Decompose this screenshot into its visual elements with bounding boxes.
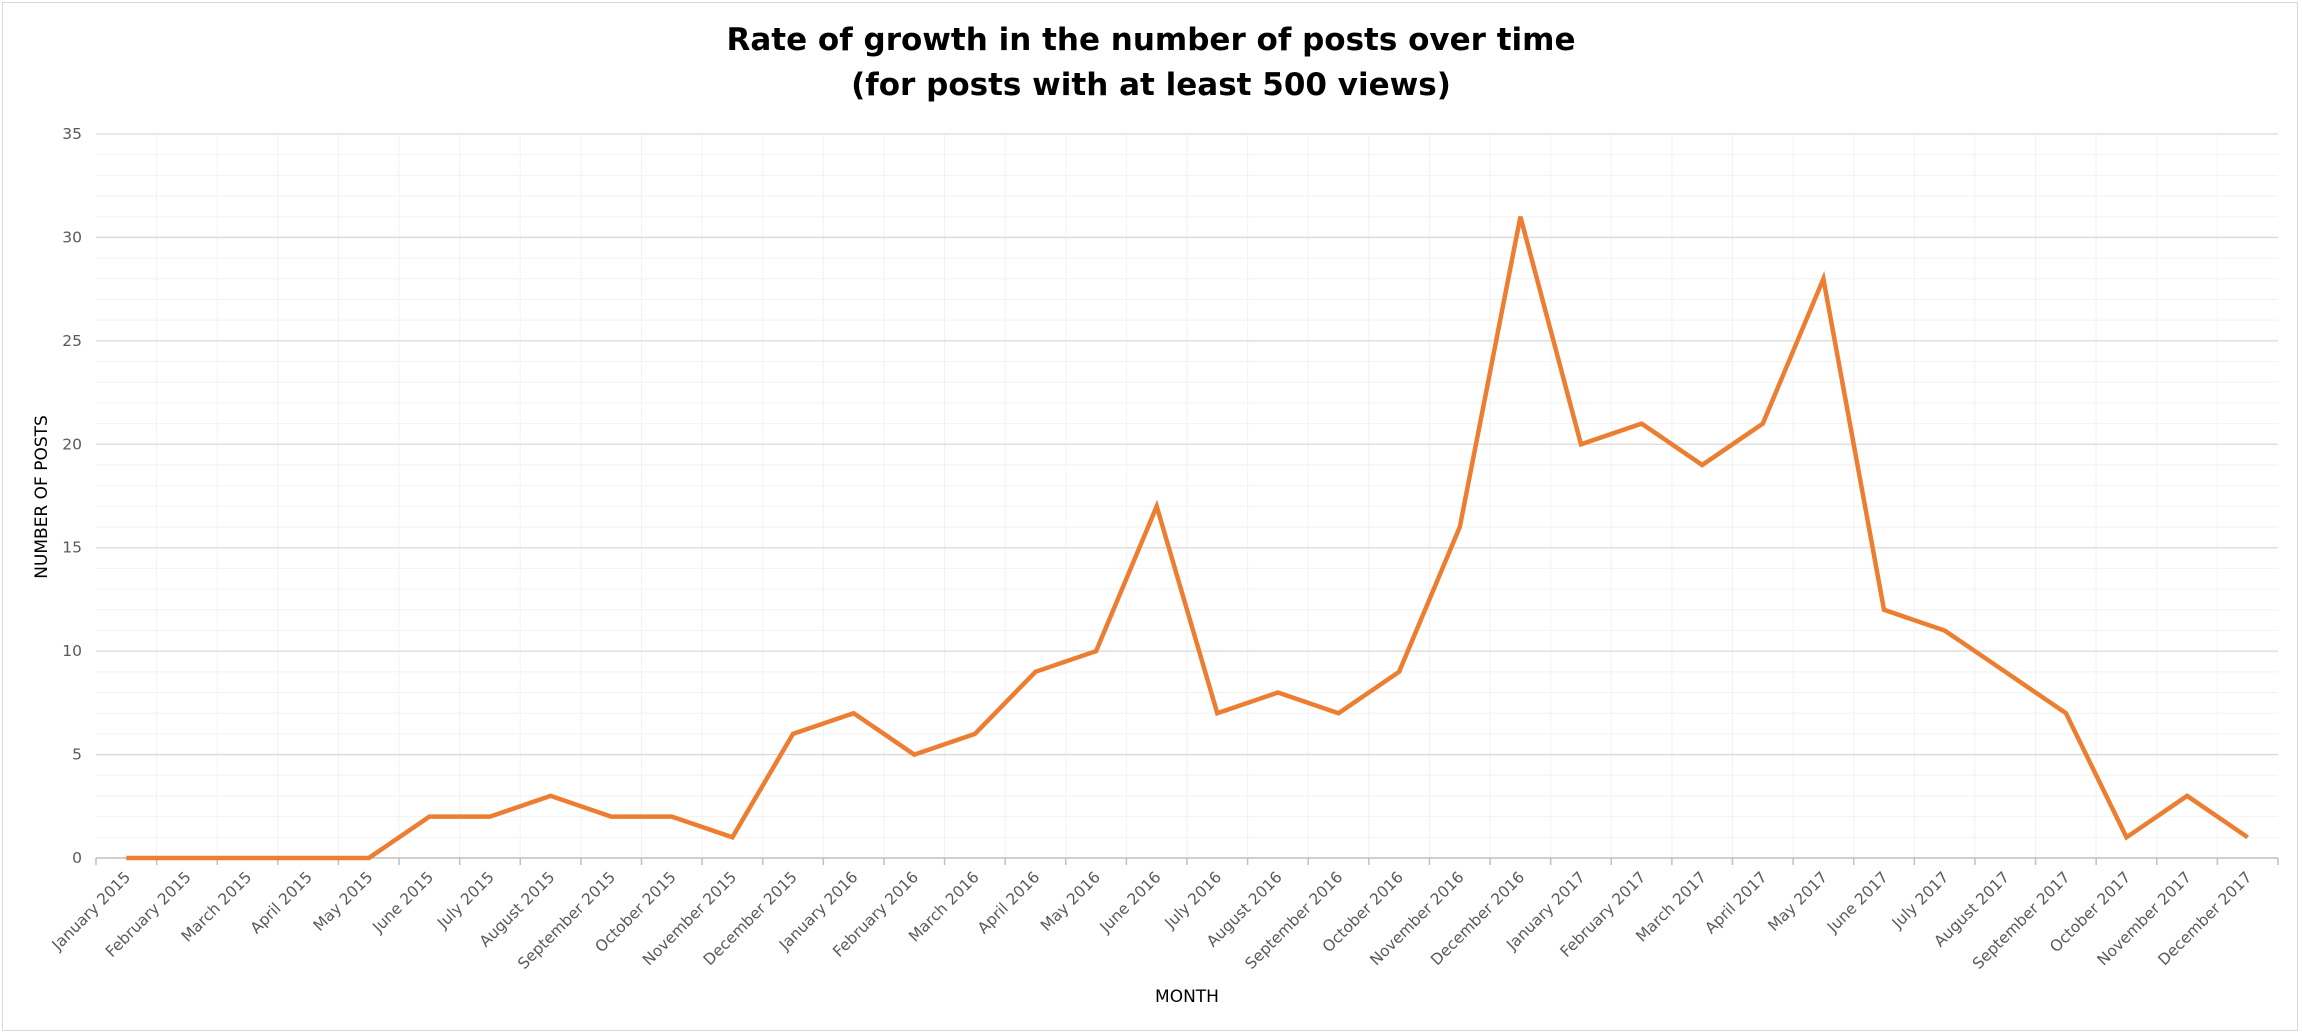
x-tick-label: May 2017 bbox=[1764, 868, 1831, 935]
data-point bbox=[427, 815, 431, 819]
data-point bbox=[912, 753, 916, 757]
x-tick-label: May 2015 bbox=[310, 868, 377, 935]
y-tick-label: 25 bbox=[62, 332, 82, 350]
data-point bbox=[2246, 835, 2250, 839]
x-axis bbox=[95, 857, 2279, 865]
chart-title: Rate of growth in the number of posts ov… bbox=[0, 18, 2302, 108]
data-point bbox=[2003, 670, 2007, 674]
data-point bbox=[1155, 504, 1159, 508]
data-point bbox=[2124, 835, 2128, 839]
data-point bbox=[1033, 670, 1037, 674]
x-tick-label: June 2015 bbox=[369, 868, 438, 937]
x-tick-label: May 2016 bbox=[1037, 868, 1104, 935]
data-point bbox=[1518, 215, 1522, 219]
x-tick-label: July 2017 bbox=[1888, 868, 1953, 933]
data-point bbox=[124, 856, 128, 860]
y-axis-title: NUMBER OF POSTS bbox=[32, 415, 52, 579]
x-tick-label: July 2016 bbox=[1161, 868, 1226, 933]
data-point bbox=[1640, 422, 1644, 426]
y-tick-label: 0 bbox=[72, 849, 82, 867]
data-point bbox=[1700, 463, 1704, 467]
y-tick-label: 35 bbox=[62, 125, 82, 143]
chart-title-line-1: Rate of growth in the number of posts ov… bbox=[726, 22, 1576, 58]
data-point bbox=[1458, 525, 1462, 529]
data-point bbox=[246, 856, 250, 860]
data-point bbox=[488, 815, 492, 819]
data-point bbox=[670, 815, 674, 819]
data-point bbox=[852, 711, 856, 715]
major-gridlines bbox=[96, 133, 2278, 756]
data-point bbox=[791, 732, 795, 736]
data-point bbox=[730, 835, 734, 839]
y-tick-label: 10 bbox=[62, 642, 82, 660]
data-point bbox=[1337, 711, 1341, 715]
data-point bbox=[1397, 670, 1401, 674]
x-tick-label: April 2017 bbox=[1701, 868, 1770, 937]
data-point bbox=[185, 856, 189, 860]
series-line-1 bbox=[126, 216, 2249, 861]
data-point bbox=[609, 815, 613, 819]
data-point bbox=[2064, 711, 2068, 715]
x-tick-label: April 2015 bbox=[247, 868, 316, 937]
x-tick-label: July 2015 bbox=[433, 868, 498, 933]
data-point bbox=[1882, 608, 1886, 612]
x-tick-label: April 2016 bbox=[974, 868, 1043, 937]
data-point bbox=[1215, 711, 1219, 715]
x-axis-title: MONTH bbox=[1155, 987, 1219, 1007]
chart-title-line-2: (for posts with at least 500 views) bbox=[851, 67, 1451, 103]
data-point bbox=[306, 856, 310, 860]
y-tick-label: 20 bbox=[62, 435, 82, 453]
minor-gridlines bbox=[96, 134, 2278, 858]
x-tick-label: June 2016 bbox=[1096, 868, 1165, 937]
data-point bbox=[1579, 442, 1583, 446]
y-tick-label: 15 bbox=[62, 539, 82, 557]
data-point bbox=[1821, 277, 1825, 281]
data-point bbox=[1094, 649, 1098, 653]
y-tick-label: 30 bbox=[62, 228, 82, 246]
series-layer bbox=[124, 215, 2250, 861]
x-tick-label: June 2017 bbox=[1823, 868, 1892, 937]
data-point bbox=[1943, 628, 1947, 632]
data-point bbox=[1276, 691, 1280, 695]
data-point bbox=[367, 856, 371, 860]
data-point bbox=[2185, 794, 2189, 798]
data-point bbox=[549, 794, 553, 798]
y-tick-label: 5 bbox=[72, 746, 82, 764]
y-axis-tick-labels: 0 5 10 15 20 25 30 35 bbox=[62, 125, 82, 867]
data-point bbox=[973, 732, 977, 736]
data-point bbox=[1761, 422, 1765, 426]
